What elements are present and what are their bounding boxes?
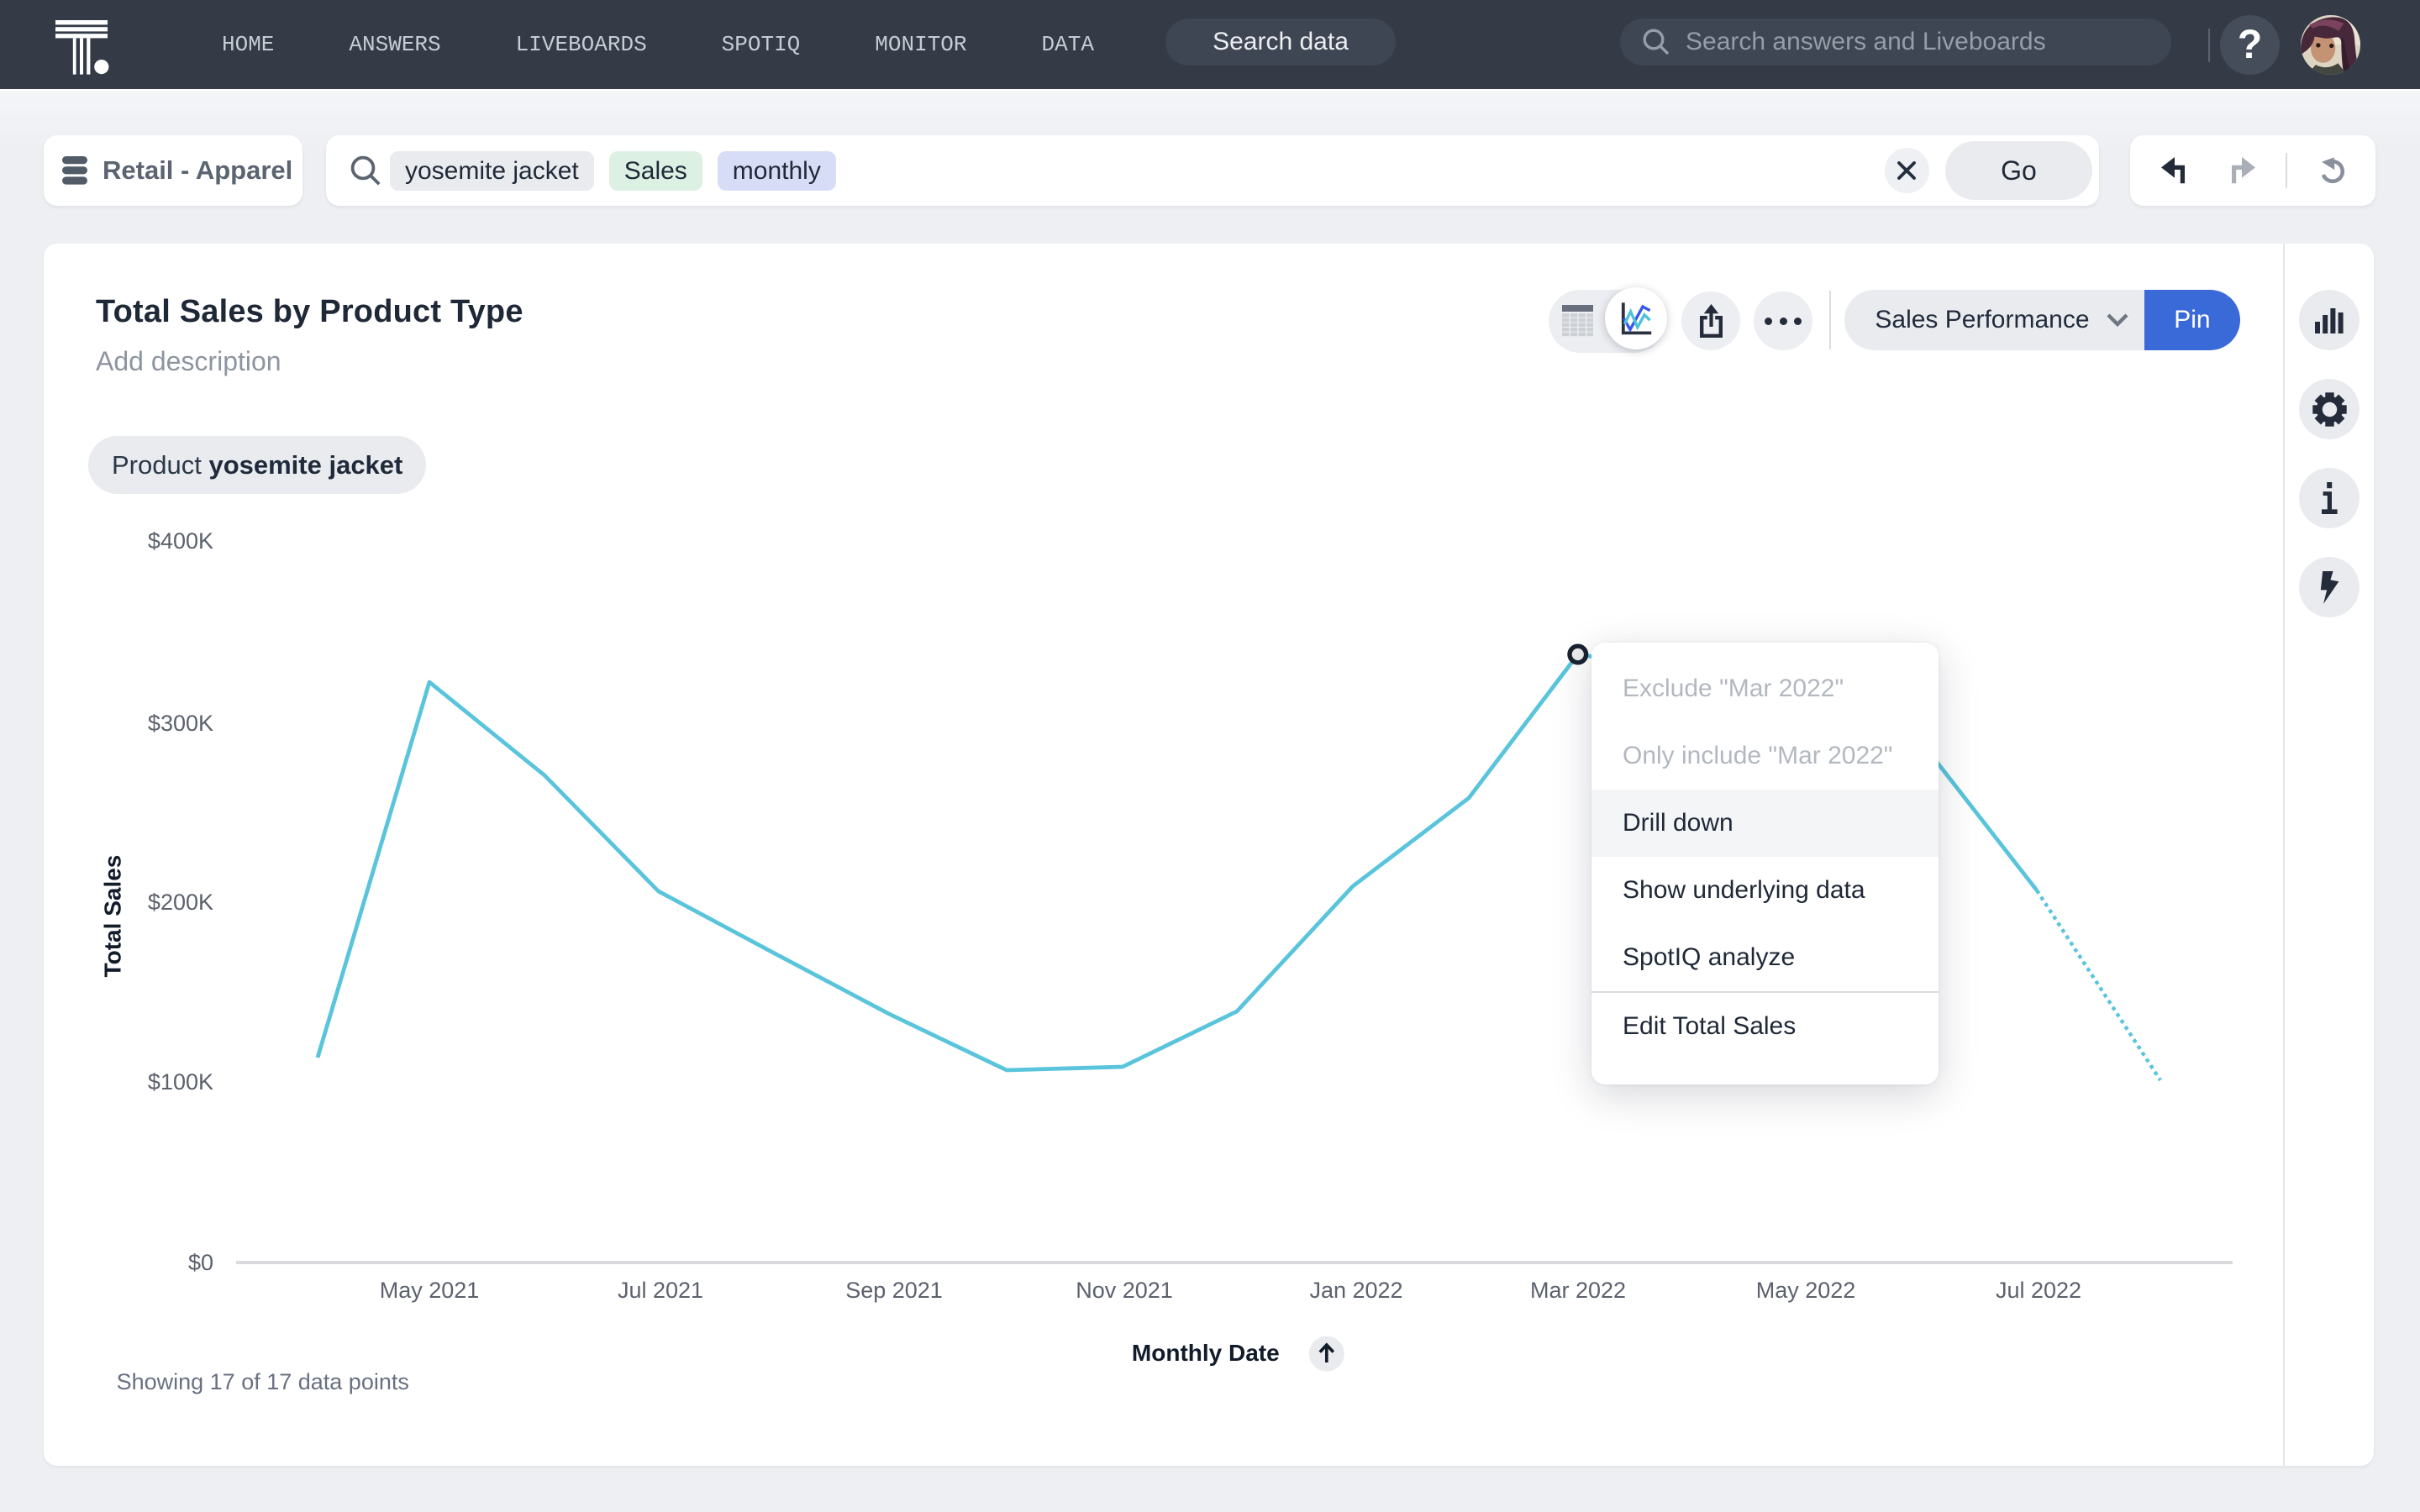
svg-text:$0: $0 bbox=[188, 1250, 213, 1275]
svg-text:$300K: $300K bbox=[148, 711, 213, 736]
svg-text:$200K: $200K bbox=[148, 890, 213, 915]
svg-text:$100K: $100K bbox=[148, 1069, 213, 1095]
svg-text:Monthly Date: Monthly Date bbox=[1132, 1340, 1280, 1366]
svg-text:Jul 2022: Jul 2022 bbox=[1996, 1278, 2081, 1303]
svg-text:May 2021: May 2021 bbox=[380, 1278, 480, 1303]
svg-text:Jan 2022: Jan 2022 bbox=[1309, 1278, 1402, 1303]
svg-text:Mar 2022: Mar 2022 bbox=[1530, 1278, 1626, 1303]
svg-text:May 2022: May 2022 bbox=[1756, 1278, 1856, 1303]
svg-text:Sep 2021: Sep 2021 bbox=[845, 1278, 943, 1303]
svg-text:$400K: $400K bbox=[148, 528, 213, 554]
svg-text:Jul 2021: Jul 2021 bbox=[618, 1278, 703, 1303]
svg-text:Showing 17 of 17 data points: Showing 17 of 17 data points bbox=[117, 1369, 409, 1394]
svg-text:Total Sales: Total Sales bbox=[100, 855, 126, 978]
svg-text:Nov 2021: Nov 2021 bbox=[1076, 1278, 1173, 1303]
